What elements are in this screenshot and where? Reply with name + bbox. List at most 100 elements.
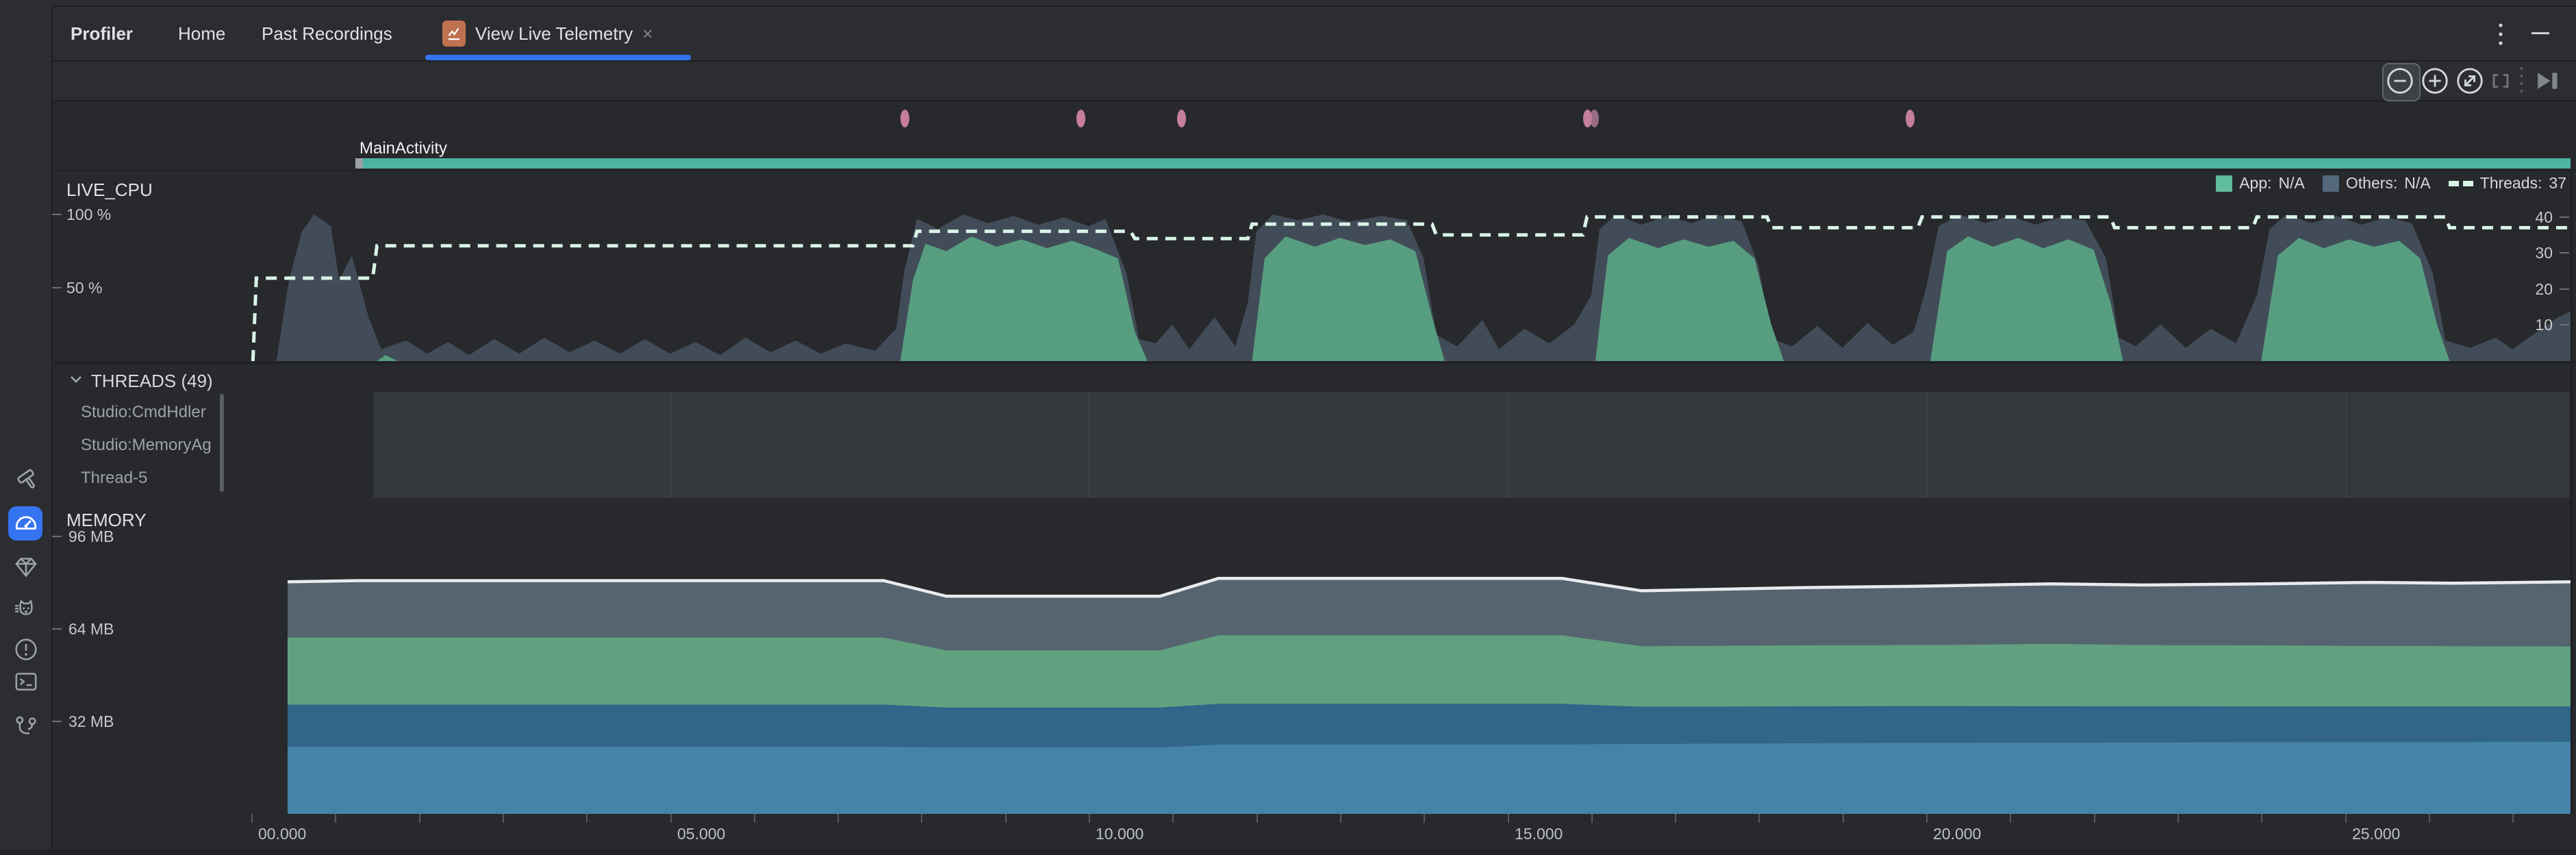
toolbar-separator [2521,67,2523,95]
threads-section-header[interactable]: THREADS (49) [91,371,213,391]
timeline-tick [921,814,922,823]
event-marker-secondary[interactable] [1589,110,1599,127]
cpu-right-tick [2560,252,2569,254]
cpu-chart[interactable] [62,169,2571,362]
tool-window-stripe [0,5,53,855]
zoom-in-button[interactable] [2418,64,2452,98]
timeline-tick [251,814,253,823]
tab-label: View Live Telemetry [475,23,633,44]
activity-label: MainActivity [359,139,448,158]
timeline-tick [2177,814,2179,823]
event-marker[interactable] [1582,110,1592,127]
timeline-tick [2345,814,2347,823]
version-control-icon[interactable] [12,712,40,741]
event-marker[interactable] [900,110,909,127]
user-events-track[interactable] [51,101,2576,137]
legend-app: App: N/A [2216,174,2305,193]
memory-left-tick [52,628,62,630]
timeline-tick [1172,814,1174,823]
timeline-label: 00.000 [258,825,307,843]
activity-lifecycle-bar[interactable] [363,158,2571,169]
timeline-tick [2429,814,2430,823]
threads-dash-swatch [2448,180,2473,186]
timeline-tick [1424,814,1425,823]
thread-row-label[interactable]: Studio:CmdHdler [81,403,206,421]
threads-gridline [2345,392,2347,498]
chart-toolbar [51,62,2576,101]
window-bottom-strip [0,850,2576,855]
profiler-active-highlight [8,506,42,541]
timeline-tick [1591,814,1593,823]
legend-others: Others: N/A [2322,174,2431,193]
tab-past-recordings[interactable]: Past Recordings [262,23,392,44]
logcat-cat-icon[interactable] [12,595,40,624]
window-top-strip [0,0,2576,7]
active-tab-underline [425,55,691,60]
cpu-right-tick-label: 30 [2535,244,2553,262]
timeline-tick [837,814,839,823]
cpu-right-tick [2560,216,2569,218]
divider [51,170,2576,171]
event-marker[interactable] [1076,110,1085,127]
minimize-icon[interactable] [2531,32,2549,34]
threads-gridline [1926,392,1928,498]
cpu-right-tick-label: 20 [2535,280,2553,298]
threads-rows-panel[interactable] [373,392,2570,498]
zoom-out-button[interactable] [2383,64,2417,98]
timeline-tick [2512,814,2514,823]
thread-row-label[interactable]: Studio:MemoryAg [81,436,212,454]
memory-left-tick-label: 32 MB [68,712,114,730]
cpu-right-tick-label: 40 [2535,208,2553,226]
timeline-label: 10.000 [1096,825,1144,843]
timeline-tick [1257,814,1258,823]
tab-home[interactable]: Home [178,23,226,44]
timeline-tick [2261,814,2262,823]
threads-gridline [670,392,672,498]
tab-close-icon[interactable]: × [642,23,653,44]
timeline-tick [335,814,336,823]
timeline-tick [754,814,755,823]
timeline-tick [1340,814,1341,823]
timeline-label: 20.000 [1933,825,1982,843]
memory-chart[interactable] [288,536,2571,814]
activity-bar-start-cap [355,158,363,169]
divider [51,362,2576,364]
profiler-gauge-icon[interactable] [12,509,40,538]
timeline-label: 25.000 [2352,825,2401,843]
jump-to-live-button[interactable] [2529,64,2564,98]
event-marker[interactable] [1905,110,1915,127]
thread-row-label[interactable]: Thread-5 [81,469,148,487]
event-marker[interactable] [1176,110,1186,127]
zoom-to-selection-button[interactable] [2484,64,2518,98]
others-swatch [2322,175,2339,192]
cpu-right-tick-label: 10 [2535,316,2553,334]
threads-collapse-chevron-icon[interactable] [67,373,85,386]
cpu-right-tick [2560,324,2569,326]
tab-view-live-telemetry[interactable]: View Live Telemetry × [442,7,653,60]
memory-left-tick-label: 64 MB [68,619,114,638]
memory-left-tick [52,535,62,537]
terminal-icon[interactable] [12,667,40,696]
threads-gridline [1089,392,1090,498]
threads-scrollbar[interactable] [220,394,224,492]
more-options-kebab-icon[interactable] [2496,22,2505,47]
reset-zoom-button[interactable] [2453,64,2487,98]
cpu-left-tick-label: 50 % [66,279,103,297]
memory-section-title: MEMORY [66,510,147,530]
timeline-tick [419,814,420,823]
timeline-tick [503,814,504,823]
memory-left-tick [52,720,62,722]
build-hammer-icon[interactable] [12,466,40,495]
chart-right-border [2571,169,2573,814]
cpu-legend: App: N/A Others: N/A Threads: 37 [2216,174,2566,193]
problems-exclamation-icon[interactable] [12,635,40,664]
timeline-tick [1508,814,1509,823]
timeline-label: 05.000 [677,825,726,843]
quality-insights-gem-icon[interactable] [12,553,40,582]
legend-threads: Threads: 37 [2448,174,2566,193]
timeline-tick [1089,814,1090,823]
cpu-left-tick-label: 100 % [66,206,112,223]
timeline-tick [2010,814,2011,823]
timeline-tick [1843,814,1844,823]
